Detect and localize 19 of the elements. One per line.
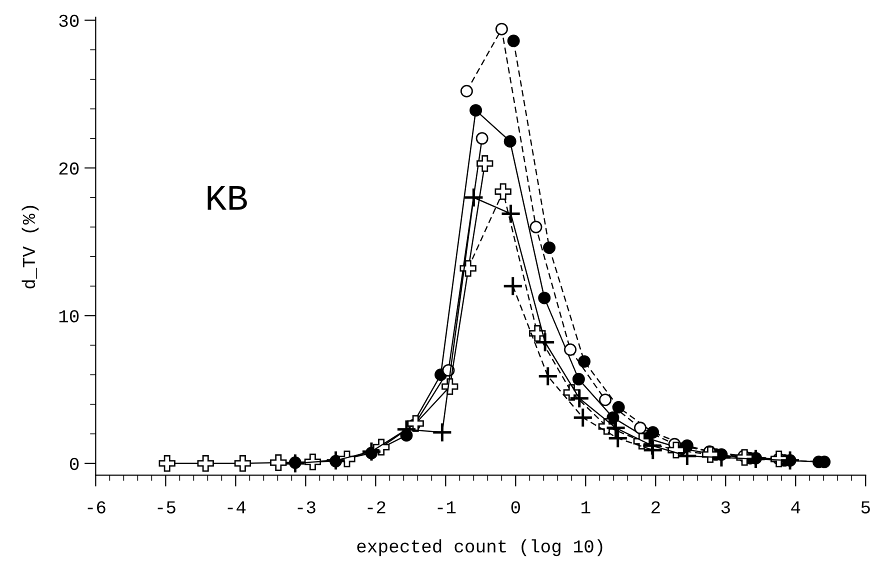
x-tick-label: -6 — [88, 501, 106, 514]
x-tick-label: 5 — [861, 501, 870, 514]
y-axis-title: d_TV (%) — [22, 206, 39, 288]
y-tick-label: 20 — [59, 162, 79, 175]
x-axis-title: expected count (log 10) — [357, 539, 602, 556]
y-tick-label: 0 — [70, 458, 79, 470]
x-tick-label: -2 — [368, 501, 386, 514]
x-tick-label: -3 — [298, 501, 316, 514]
x-tick-label: 1 — [582, 501, 590, 514]
x-tick-label: 4 — [791, 501, 800, 514]
x-tick-label: 2 — [652, 501, 660, 514]
y-tick-label: 30 — [59, 14, 79, 27]
y-tick-label: 10 — [59, 310, 79, 322]
x-tick-label: -5 — [158, 501, 176, 514]
annotation: KB — [208, 186, 247, 210]
x-tick-label: -4 — [228, 501, 246, 514]
x-tick-label: -1 — [438, 501, 456, 514]
x-tick-label: 0 — [511, 501, 520, 514]
x-tick-label: 3 — [721, 501, 730, 514]
